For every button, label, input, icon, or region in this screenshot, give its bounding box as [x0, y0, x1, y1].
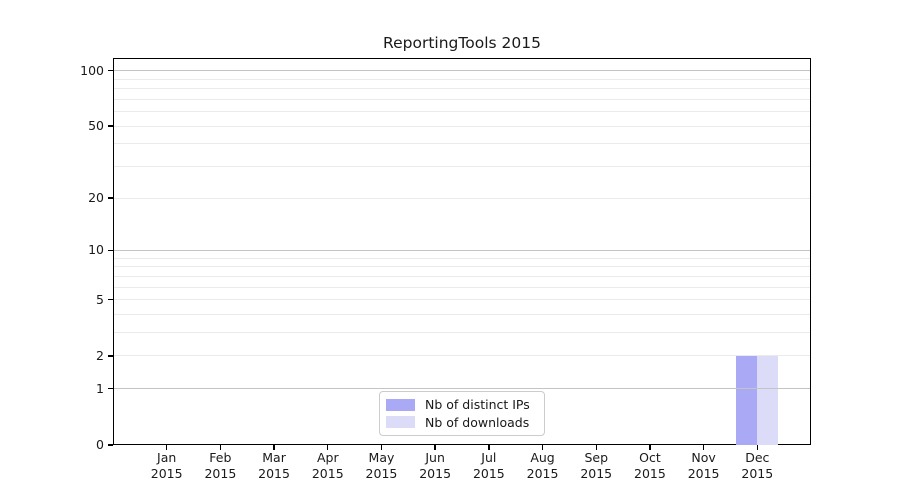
bar-dec-distinct-ips	[735, 355, 757, 445]
y-tick	[108, 298, 113, 301]
y-tick	[108, 197, 113, 199]
x-tick	[649, 445, 651, 450]
gridline-y-7	[114, 275, 810, 277]
gridline-y-90	[114, 78, 810, 80]
y-tick	[108, 69, 113, 72]
x-tick-label: Apr 2015	[311, 450, 344, 481]
gridline-y-80	[114, 88, 810, 90]
x-tick-label: Aug 2015	[526, 450, 559, 481]
x-tick	[541, 445, 544, 450]
x-tick-label: Dec 2015	[741, 450, 774, 481]
y-tick	[108, 355, 113, 357]
x-tick	[219, 445, 222, 450]
gridline-y-1	[114, 388, 810, 390]
x-tick-label: Oct 2015	[634, 450, 666, 481]
gridline-y-100	[114, 70, 810, 72]
x-tick-label: Feb 2015	[204, 450, 237, 481]
y-tick	[108, 125, 113, 127]
gridline-y-50	[114, 125, 810, 127]
x-tick-label: Jul 2015	[472, 450, 505, 481]
x-tick	[165, 445, 168, 450]
gridline-y-60	[114, 111, 810, 113]
x-tick	[434, 445, 436, 450]
x-tick	[756, 445, 758, 450]
x-tick-label: Jun 2015	[419, 450, 452, 481]
gridline-y-10	[114, 250, 810, 252]
y-tick-label: 20	[88, 190, 104, 205]
x-tick-label: May 2015	[365, 450, 398, 481]
gridline-y-8	[114, 266, 810, 268]
y-tick-label: 50	[88, 118, 104, 134]
x-tick	[380, 445, 383, 450]
gridline-y-40	[114, 143, 810, 145]
legend-swatch-downloads	[386, 416, 415, 429]
y-tick-label: 5	[96, 291, 104, 307]
x-tick-label: Jan 2015	[150, 450, 183, 481]
gridline-y-9	[114, 257, 810, 259]
gridline-y-20	[114, 197, 810, 199]
plot-area	[113, 58, 811, 445]
gridline-y-6	[114, 286, 810, 288]
x-tick	[595, 445, 597, 450]
legend-item: Nb of distinct IPs	[386, 397, 538, 412]
gridline-y-30	[114, 166, 810, 167]
legend-swatch-distinct-ips	[386, 398, 415, 411]
y-tick-label: 100	[80, 62, 104, 78]
x-tick	[273, 445, 275, 450]
x-tick-label: Sep 2015	[580, 450, 613, 481]
y-tick	[108, 444, 113, 446]
x-tick	[702, 445, 705, 450]
gridline-y-2	[114, 355, 810, 357]
gridline-y-4	[114, 314, 810, 316]
y-tick-label: 1	[96, 380, 104, 396]
y-tick-label: 10	[88, 242, 104, 258]
chart-title: ReportingTools 2015	[383, 34, 541, 52]
y-tick	[108, 388, 113, 390]
y-tick-label: 2	[96, 347, 104, 363]
y-tick	[108, 249, 113, 252]
legend-label-downloads: Nb of downloads	[425, 414, 530, 430]
x-tick	[327, 445, 329, 450]
gridline-y-70	[114, 98, 810, 100]
legend-item: Nb of downloads	[386, 415, 538, 430]
legend-label-distinct-ips: Nb of distinct IPs	[425, 397, 530, 413]
bar-dec-downloads	[756, 355, 778, 445]
x-tick	[488, 445, 490, 450]
gridline-y-3	[114, 332, 810, 334]
legend: Nb of distinct IPs Nb of downloads	[379, 391, 545, 436]
x-tick-label: Mar 2015	[258, 450, 290, 481]
y-tick-label: 0	[96, 437, 104, 452]
gridline-y-5	[114, 299, 810, 301]
x-tick-label: Nov 2015	[687, 450, 720, 481]
